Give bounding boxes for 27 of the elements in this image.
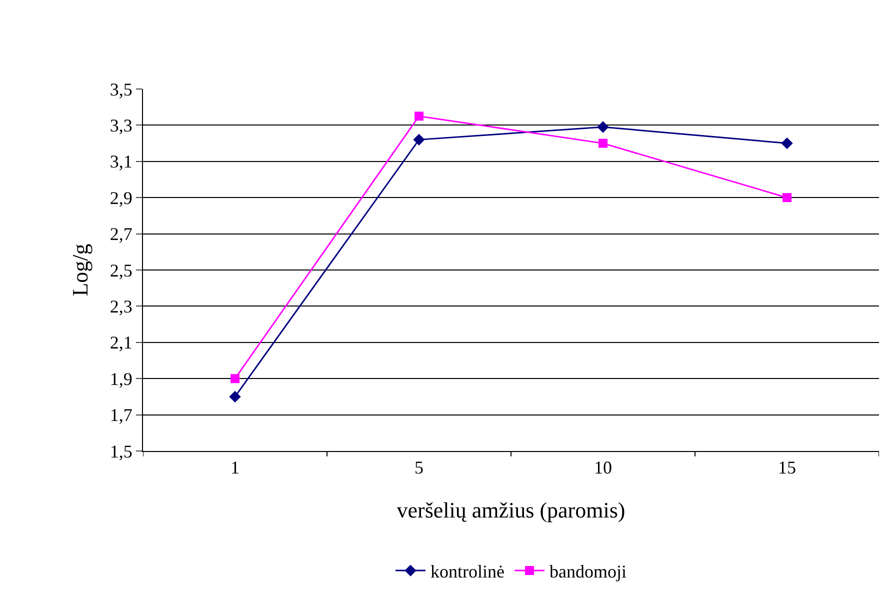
point: [781, 137, 793, 150]
legend-label: bandomoji: [550, 562, 626, 582]
y-tick-label: 3,5: [110, 79, 132, 100]
point: [229, 390, 241, 403]
y-tick-label: 3,3: [110, 116, 132, 136]
x-tick-label: 1: [230, 458, 240, 478]
y-tick-label: 2,1: [110, 332, 132, 353]
x-tick-label: 5: [414, 458, 424, 478]
legend-label: kontrolinė: [430, 562, 504, 582]
y-tick-label: 2,9: [110, 188, 132, 208]
y-tick-label: 1,7: [110, 405, 132, 426]
y-tick-label: 2,5: [110, 260, 132, 280]
y-axis-title: Log/g: [68, 244, 93, 296]
x-tick-label: 10: [594, 458, 612, 478]
y-tick-label: 3,1: [110, 152, 132, 172]
y-tick-label: 2,7: [110, 224, 132, 244]
x-axis-title: veršelių amžius (paromis): [396, 498, 626, 522]
point: [414, 112, 424, 121]
point: [598, 138, 608, 148]
point: [230, 374, 240, 384]
point: [782, 193, 792, 202]
point: [413, 134, 425, 146]
point: [597, 121, 609, 133]
y-tick-label: 2,3: [110, 296, 132, 316]
x-tick-label: 15: [778, 458, 796, 478]
y-tick-label: 1,9: [110, 368, 132, 389]
y-tick-label: 1,5: [110, 441, 132, 462]
